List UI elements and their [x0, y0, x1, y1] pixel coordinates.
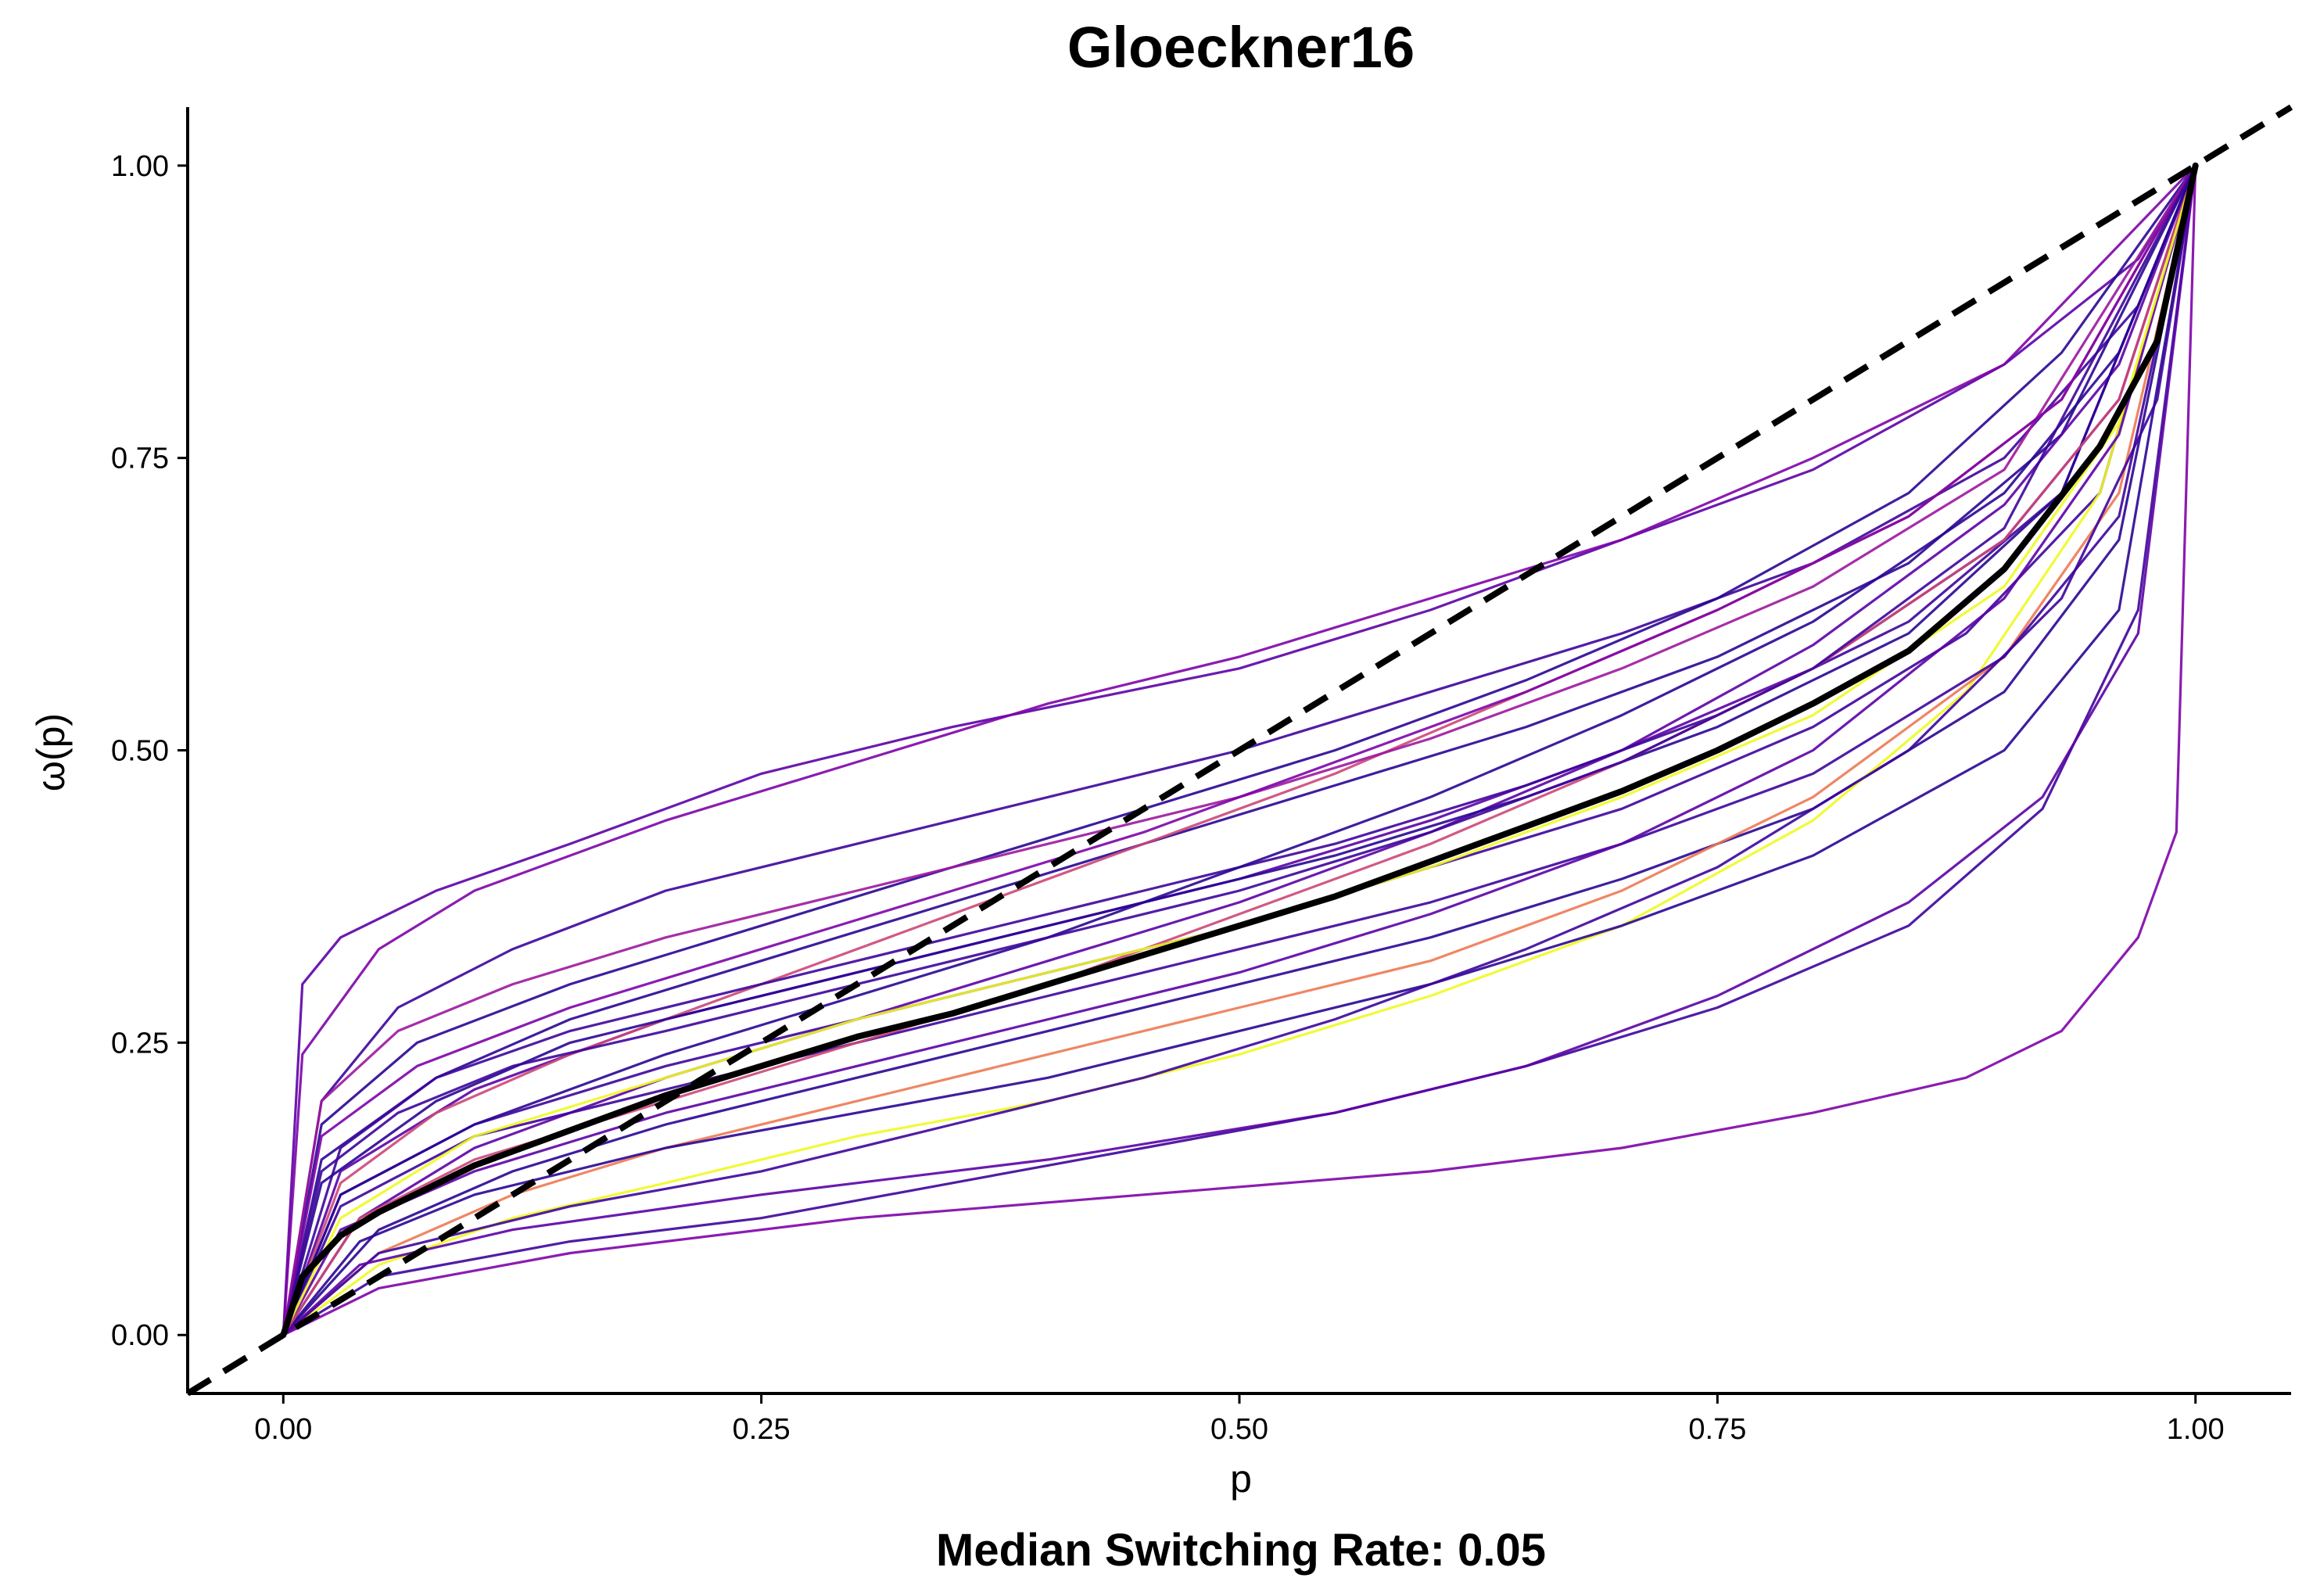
x-tick-label: 0.50 [1210, 1413, 1268, 1446]
series-line-16 [282, 165, 2197, 1336]
series-line-23 [282, 165, 2197, 1336]
x-tick-label: 0.75 [1688, 1413, 1746, 1446]
series-line-17 [282, 164, 2197, 1336]
series-line-14 [282, 165, 2197, 1336]
series-line-12 [282, 165, 2197, 1336]
series-line-1 [282, 164, 2197, 1336]
chart-caption: Median Switching Rate: 0.05 [936, 1525, 1546, 1576]
chart-title: Gloeckner16 [1067, 15, 1415, 80]
y-tick-label: 0.00 [111, 1319, 169, 1352]
plot-area [185, 104, 2293, 1397]
median-curve [280, 162, 2199, 1339]
y-tick-label: 1.00 [111, 150, 169, 183]
series-line-15 [282, 165, 2197, 1336]
series-line-19 [282, 165, 2197, 1336]
series-line-3 [282, 165, 2197, 1336]
y-tick-label: 0.75 [111, 443, 169, 475]
x-tick-label: 1.00 [2167, 1413, 2225, 1446]
series-line-2 [282, 164, 2196, 1336]
series-line-8 [282, 165, 2197, 1336]
x-axis-ticks: 0.00 0.25 0.50 0.75 1.00 [254, 1393, 2225, 1446]
x-tick-label: 0.00 [254, 1413, 312, 1446]
series-line-26 [282, 165, 2197, 1336]
y-axis-ticks: 0.00 0.25 0.50 0.75 1.00 [111, 150, 188, 1352]
series-line-25 [282, 165, 2197, 1336]
x-tick-label: 0.25 [733, 1413, 791, 1446]
y-tick-label: 0.25 [111, 1027, 169, 1060]
series-line-22 [282, 165, 2197, 1336]
x-axis-label: p [1230, 1457, 1252, 1501]
identity-reference-line [185, 104, 2293, 1397]
y-axis-label: ω(p) [29, 713, 73, 791]
series-line-21 [282, 165, 2197, 1336]
y-tick-label: 0.50 [111, 735, 169, 768]
series-line-24 [282, 165, 2197, 1336]
